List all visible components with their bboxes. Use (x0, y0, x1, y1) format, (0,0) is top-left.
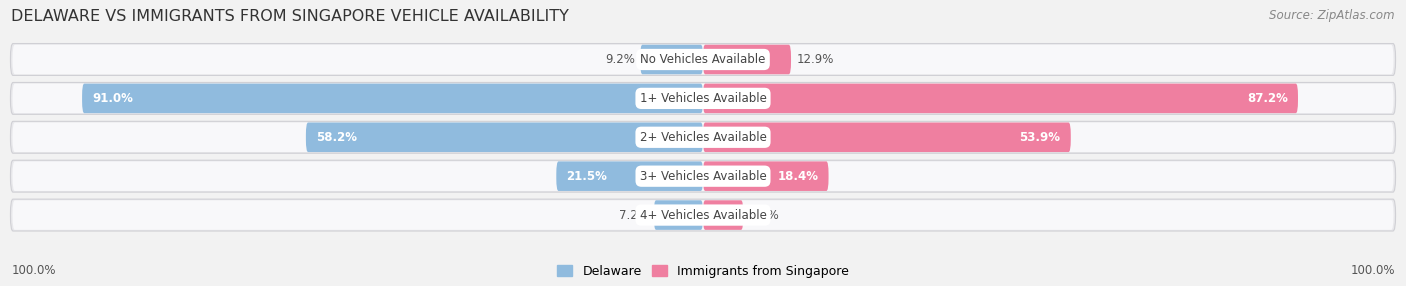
FancyBboxPatch shape (10, 199, 1396, 231)
FancyBboxPatch shape (10, 160, 1396, 192)
Text: Source: ZipAtlas.com: Source: ZipAtlas.com (1270, 9, 1395, 21)
Text: 21.5%: 21.5% (567, 170, 607, 183)
Text: 100.0%: 100.0% (1350, 265, 1395, 277)
Text: 4+ Vehicles Available: 4+ Vehicles Available (640, 208, 766, 222)
FancyBboxPatch shape (654, 200, 703, 230)
Legend: Delaware, Immigrants from Singapore: Delaware, Immigrants from Singapore (553, 260, 853, 283)
FancyBboxPatch shape (13, 45, 1393, 74)
Text: 9.2%: 9.2% (605, 53, 634, 66)
FancyBboxPatch shape (640, 45, 703, 74)
Text: 91.0%: 91.0% (93, 92, 134, 105)
Text: 3+ Vehicles Available: 3+ Vehicles Available (640, 170, 766, 183)
Text: 53.9%: 53.9% (1019, 131, 1060, 144)
FancyBboxPatch shape (703, 84, 1298, 113)
FancyBboxPatch shape (703, 161, 828, 191)
FancyBboxPatch shape (10, 82, 1396, 114)
FancyBboxPatch shape (703, 200, 744, 230)
FancyBboxPatch shape (82, 84, 703, 113)
FancyBboxPatch shape (13, 122, 1393, 152)
Text: 18.4%: 18.4% (778, 170, 818, 183)
FancyBboxPatch shape (703, 45, 792, 74)
Text: 87.2%: 87.2% (1247, 92, 1288, 105)
FancyBboxPatch shape (13, 84, 1393, 113)
FancyBboxPatch shape (557, 161, 703, 191)
FancyBboxPatch shape (13, 161, 1393, 191)
Text: 100.0%: 100.0% (11, 265, 56, 277)
Text: 12.9%: 12.9% (796, 53, 834, 66)
Text: No Vehicles Available: No Vehicles Available (640, 53, 766, 66)
Text: 58.2%: 58.2% (316, 131, 357, 144)
FancyBboxPatch shape (13, 200, 1393, 230)
FancyBboxPatch shape (307, 122, 703, 152)
Text: DELAWARE VS IMMIGRANTS FROM SINGAPORE VEHICLE AVAILABILITY: DELAWARE VS IMMIGRANTS FROM SINGAPORE VE… (11, 9, 569, 23)
Text: 1+ Vehicles Available: 1+ Vehicles Available (640, 92, 766, 105)
FancyBboxPatch shape (703, 122, 1071, 152)
FancyBboxPatch shape (10, 43, 1396, 76)
Text: 5.9%: 5.9% (749, 208, 779, 222)
FancyBboxPatch shape (10, 121, 1396, 153)
Text: 7.2%: 7.2% (619, 208, 648, 222)
Text: 2+ Vehicles Available: 2+ Vehicles Available (640, 131, 766, 144)
